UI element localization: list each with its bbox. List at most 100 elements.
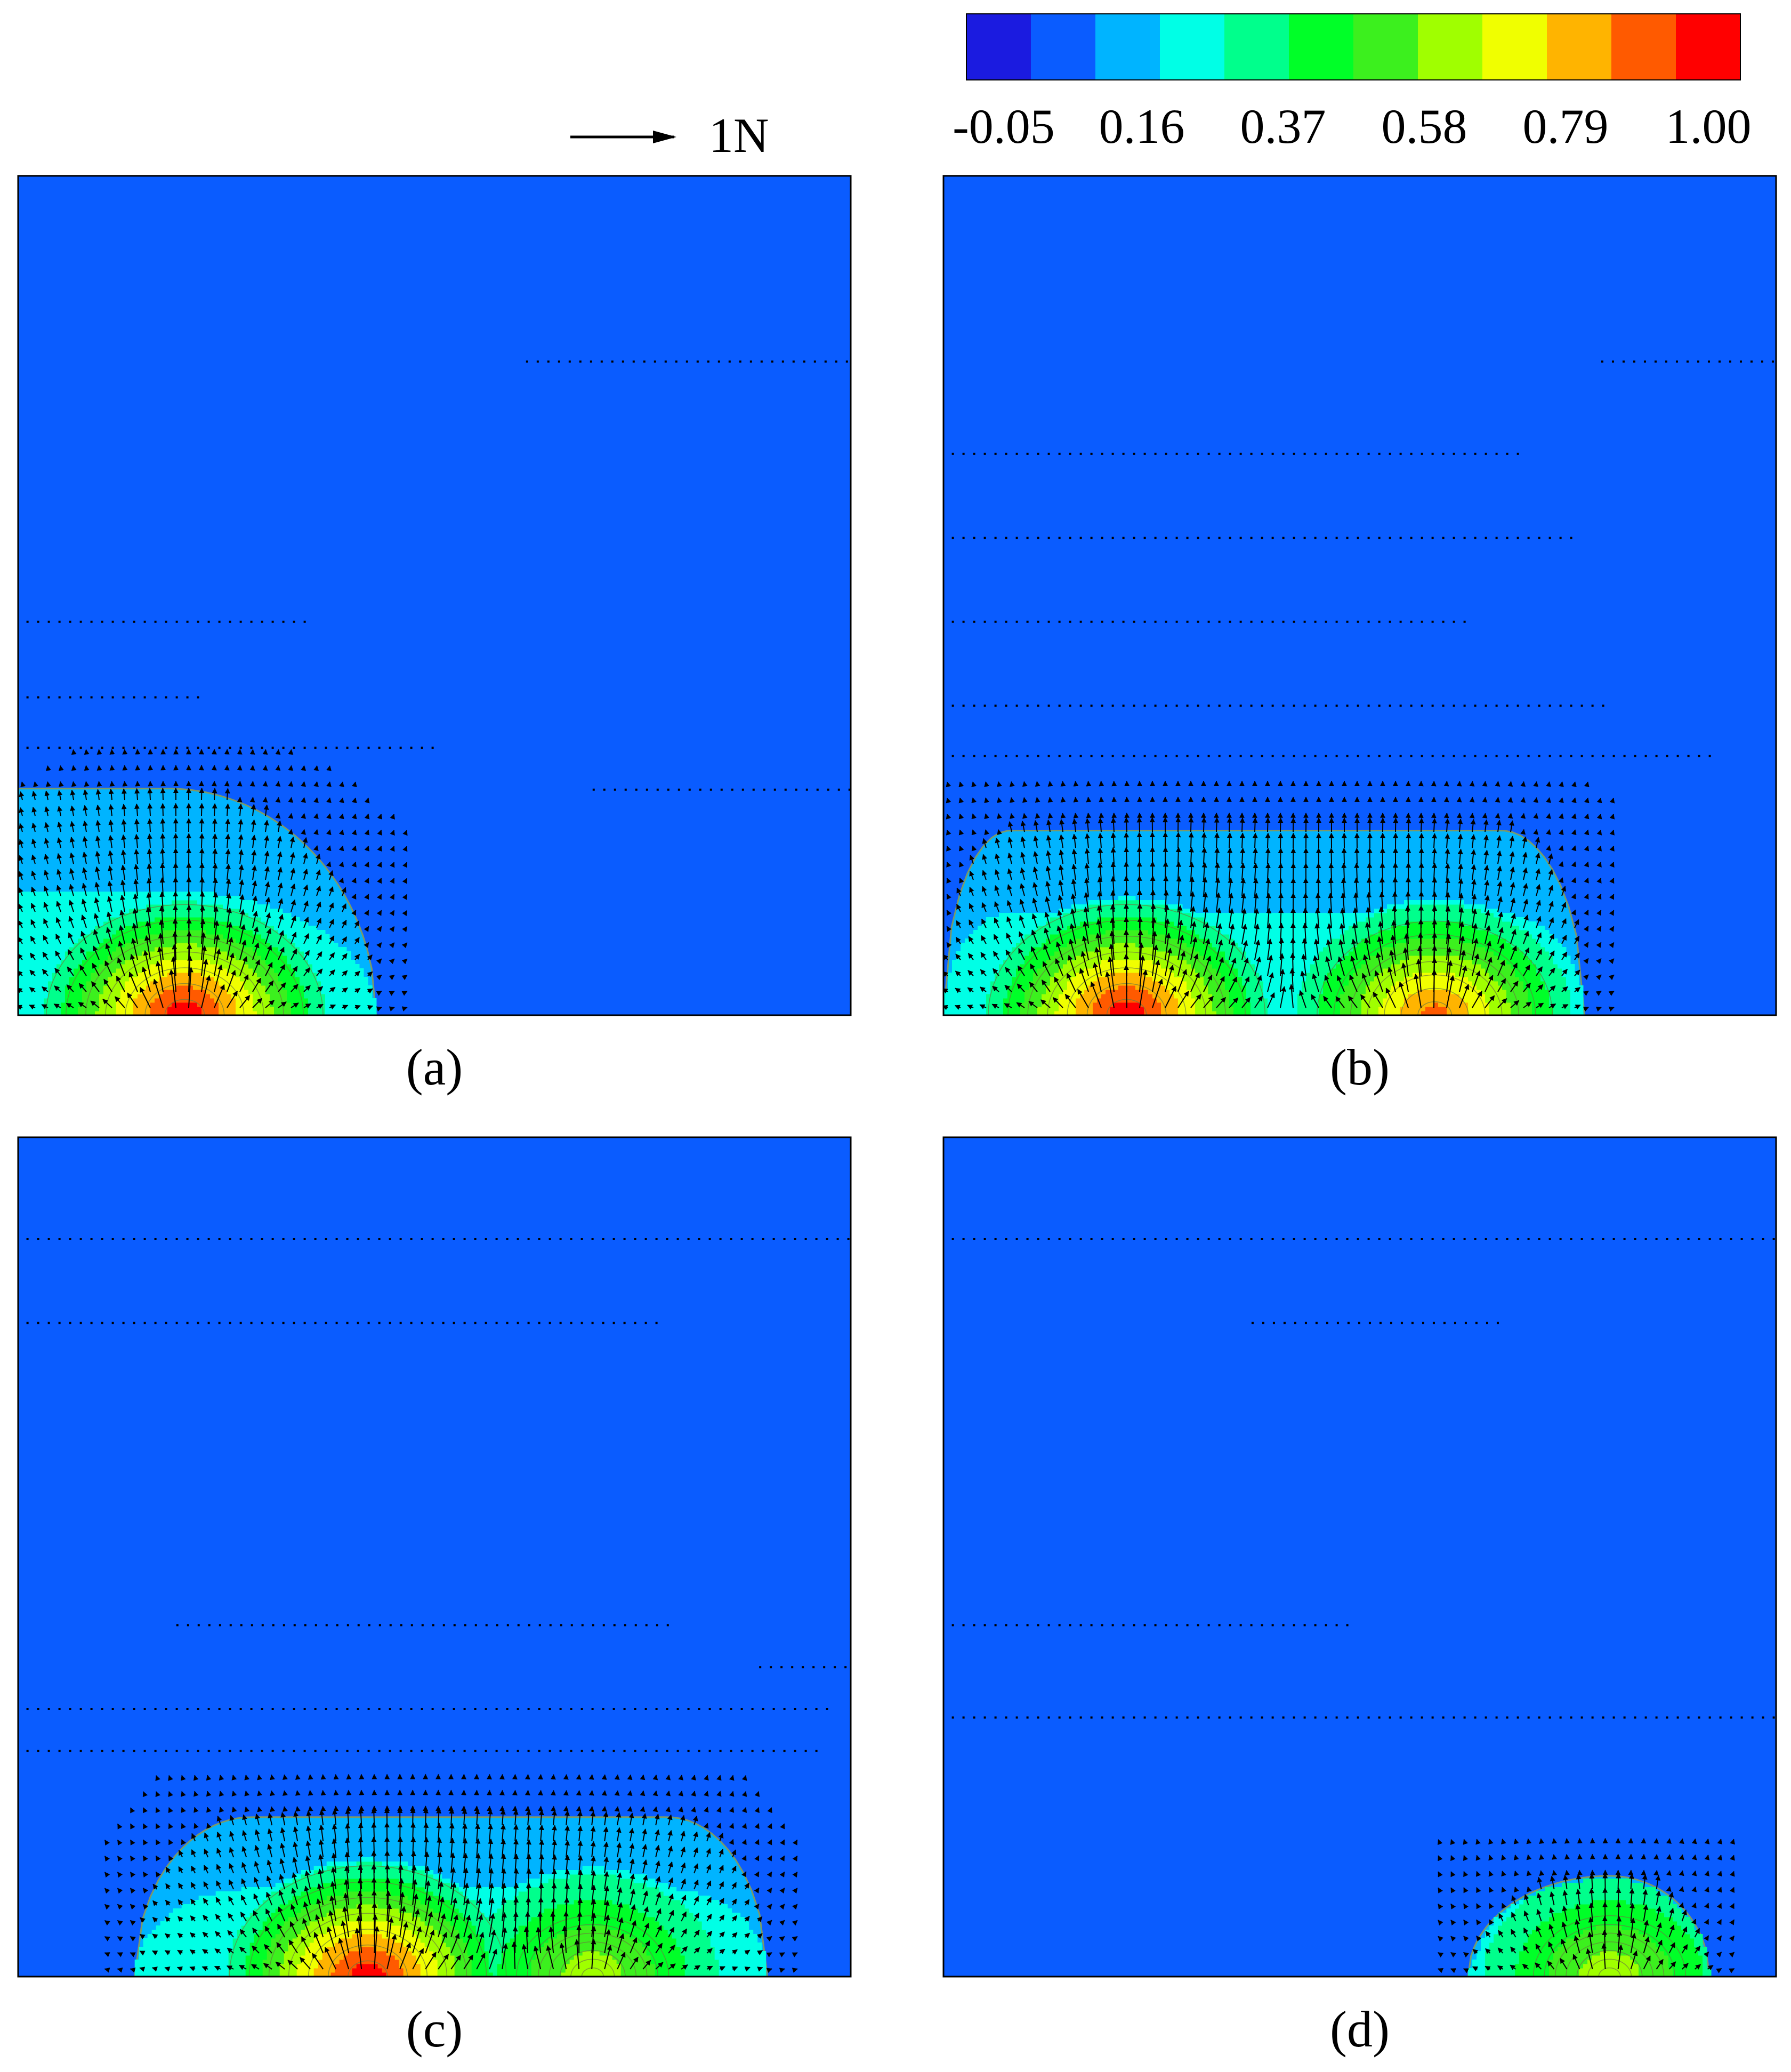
vector-dot [207, 620, 210, 623]
contour-cell [986, 964, 991, 969]
contour-cell [1127, 960, 1132, 965]
contour-cell [142, 1002, 147, 1007]
contour-cell [142, 998, 147, 1003]
contour-cell [248, 1011, 253, 1015]
contour-cell [219, 896, 223, 901]
contour-cell [1251, 951, 1255, 956]
contour-cell [1161, 985, 1166, 990]
contour-cell [1212, 960, 1217, 965]
contour-cell [61, 964, 66, 969]
contour-cell [304, 977, 309, 982]
force-vector [199, 862, 205, 880]
contour-cell [1421, 956, 1426, 960]
contour-cell [206, 985, 211, 990]
vector-dot [26, 696, 29, 699]
contour-cell [206, 973, 211, 977]
contour-cell [334, 977, 338, 982]
contour-cell [184, 1002, 189, 1007]
force-vector [303, 900, 309, 912]
contour-cell [172, 1007, 176, 1011]
contour-cell [1127, 990, 1132, 994]
contour-cell [133, 900, 138, 905]
force-vector [213, 892, 219, 912]
contour-cell [1361, 968, 1366, 973]
contour-cell [1054, 968, 1059, 973]
contour-cell [1553, 973, 1558, 977]
contour-cell [31, 1011, 36, 1015]
contour-cell [1464, 956, 1469, 960]
contour-cell [1131, 960, 1136, 965]
contour-cell [261, 913, 266, 918]
contour-cell [308, 973, 313, 977]
contour-cell [1519, 998, 1524, 1003]
contour-cell [1438, 994, 1443, 999]
contour-cell [1174, 998, 1179, 1003]
contour-cell [270, 926, 275, 930]
contour-cell [1558, 956, 1562, 960]
contour-cell [1076, 956, 1080, 960]
contour-cell [1383, 981, 1387, 986]
contour-cell [1080, 1007, 1085, 1011]
contour-cell [44, 964, 49, 969]
contour-cell [78, 943, 83, 948]
contour-cell [1106, 964, 1110, 969]
force-vector [169, 969, 176, 1008]
force-vector [199, 833, 205, 848]
force-vector [199, 877, 205, 896]
contour-cell [300, 947, 304, 952]
contour-cell [1323, 951, 1328, 956]
contour-cell [99, 985, 104, 990]
contour-cell [1519, 960, 1524, 965]
vector-dot [143, 620, 146, 623]
contour-cell [244, 964, 249, 969]
contour-cell [1169, 1002, 1174, 1007]
contour-cell [253, 947, 257, 952]
contour-cell [965, 1011, 970, 1015]
contour-cell [1174, 960, 1179, 965]
contour-cell [227, 968, 232, 973]
contour-cell [236, 1007, 240, 1011]
contour-cell [1127, 1007, 1132, 1011]
force-vector [354, 953, 360, 960]
contour-cell [103, 934, 108, 939]
contour-cell [155, 968, 159, 973]
contour-cell [193, 909, 198, 913]
contour-cell [103, 994, 108, 999]
contour-cell [1545, 998, 1550, 1003]
contour-cell [82, 951, 87, 956]
contour-cell [1263, 973, 1268, 977]
contour-cell [1020, 981, 1025, 986]
contour-cell [1502, 994, 1507, 999]
contour-cell [312, 960, 317, 965]
contour-cell [304, 921, 309, 926]
contour-cell [1357, 977, 1362, 982]
force-vector [41, 1004, 49, 1009]
contour-cell [1297, 1007, 1302, 1011]
contour-cell [1413, 1002, 1417, 1007]
contour-cell [180, 1011, 185, 1015]
contour-cell [291, 977, 296, 982]
contour-cell [1114, 985, 1119, 990]
contour-cell [91, 990, 95, 994]
contour-cell [278, 1011, 283, 1015]
contour-cell [61, 977, 66, 982]
colorbar: -0.05 0.16 0.37 0.58 0.79 1.00 [953, 13, 1752, 153]
contour-cell [1127, 994, 1132, 999]
force-vector [54, 968, 61, 976]
contour-cell [308, 943, 313, 948]
contour-cell [1084, 994, 1089, 999]
contour-cell [1506, 964, 1511, 969]
contour-cell [176, 981, 181, 986]
contour-cell [52, 930, 57, 935]
contour-cell [223, 909, 228, 913]
contour-cell [163, 930, 168, 935]
force-vector [376, 974, 382, 981]
vector-dot [133, 747, 135, 749]
vector-dot [271, 747, 274, 749]
contour-cell [274, 934, 279, 939]
contour-cell [86, 892, 91, 896]
contour-cell [52, 973, 57, 977]
contour-cell [1306, 994, 1311, 999]
contour-cell [304, 998, 309, 1003]
contour-cell [86, 913, 91, 918]
